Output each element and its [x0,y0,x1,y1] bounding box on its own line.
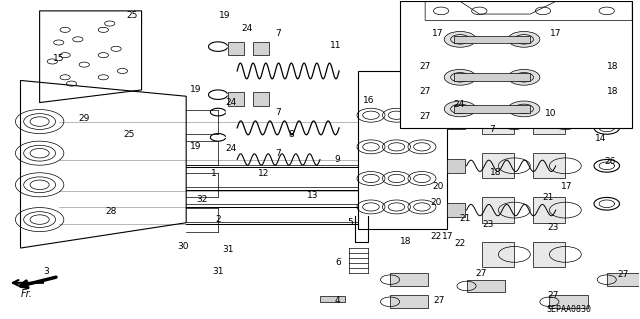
Text: 32: 32 [196,195,208,204]
Text: 22: 22 [430,233,442,241]
Bar [454,73,531,81]
Bar [447,159,465,173]
Text: 24: 24 [453,100,465,109]
Bar [534,242,565,267]
Text: 27: 27 [419,62,431,71]
Bar [253,93,269,106]
Text: 28: 28 [106,207,116,216]
Text: 25: 25 [126,11,138,20]
Text: Fr.: Fr. [21,289,33,299]
Text: 6: 6 [335,258,340,267]
Bar [467,280,505,292]
Bar [447,115,465,129]
Text: 7: 7 [276,28,282,38]
Text: 23: 23 [547,223,558,232]
Text: 31: 31 [212,267,224,276]
Text: 31: 31 [222,245,234,254]
Bar [390,273,428,286]
Text: 7: 7 [489,125,495,134]
Text: 3: 3 [43,267,49,276]
Circle shape [444,101,476,117]
Bar [534,153,565,178]
Bar [483,109,515,134]
Text: 25: 25 [123,130,134,139]
Text: 20: 20 [430,198,442,207]
Text: 13: 13 [307,191,318,200]
Text: 9: 9 [334,155,340,164]
Text: 23: 23 [482,220,493,229]
Text: 27: 27 [547,291,558,300]
Bar [447,203,465,217]
Bar [483,153,515,178]
Text: 4: 4 [334,296,340,305]
Text: SEPAA0830: SEPAA0830 [546,306,591,315]
Text: 24: 24 [225,144,236,153]
Text: 14: 14 [595,134,606,144]
Text: 27: 27 [419,87,431,96]
Text: 18: 18 [607,62,619,71]
Bar [253,42,269,55]
Text: 29: 29 [79,114,90,123]
Bar [454,35,531,43]
Text: 17: 17 [561,182,572,191]
Text: 19: 19 [219,11,230,20]
Text: 27: 27 [419,112,431,121]
Text: 19: 19 [190,142,202,151]
Text: 12: 12 [258,169,269,178]
Text: 8: 8 [289,130,294,139]
Text: 1: 1 [211,169,216,178]
Bar [358,71,447,229]
Text: 22: 22 [454,239,466,248]
Bar [534,109,565,134]
Bar [549,295,588,308]
Circle shape [444,32,476,47]
Text: 2: 2 [215,215,221,224]
Bar [483,197,515,223]
Text: 18: 18 [607,87,619,96]
Bar [454,105,531,113]
Text: 26: 26 [604,157,616,166]
Circle shape [508,101,540,117]
Bar [320,296,346,302]
Bar [607,273,640,286]
Circle shape [508,69,540,85]
Text: 27: 27 [617,271,628,279]
Text: 30: 30 [177,242,189,251]
Text: 24: 24 [241,24,252,33]
Bar [390,295,428,308]
Text: 10: 10 [545,109,556,118]
Bar [399,1,632,128]
Text: 27: 27 [476,269,487,278]
Text: 27: 27 [433,296,445,305]
Text: 17: 17 [442,233,453,241]
Text: 16: 16 [363,97,374,106]
Text: 19: 19 [190,85,202,94]
Text: 15: 15 [53,54,65,63]
Bar [534,197,565,223]
Text: 18: 18 [400,237,412,246]
Bar [483,242,515,267]
Text: 24: 24 [225,98,236,107]
Text: 17: 17 [432,28,444,38]
Bar [228,42,244,55]
Bar [228,93,244,106]
Text: 18: 18 [490,168,502,177]
Text: 5: 5 [348,218,353,227]
Text: 17: 17 [550,28,561,38]
Text: 11: 11 [330,41,342,50]
Text: 21: 21 [460,213,471,222]
Circle shape [444,69,476,85]
Circle shape [508,32,540,47]
Text: 7: 7 [276,108,282,116]
Text: 20: 20 [433,182,444,191]
Text: 21: 21 [543,193,554,202]
Text: 7: 7 [276,149,282,158]
